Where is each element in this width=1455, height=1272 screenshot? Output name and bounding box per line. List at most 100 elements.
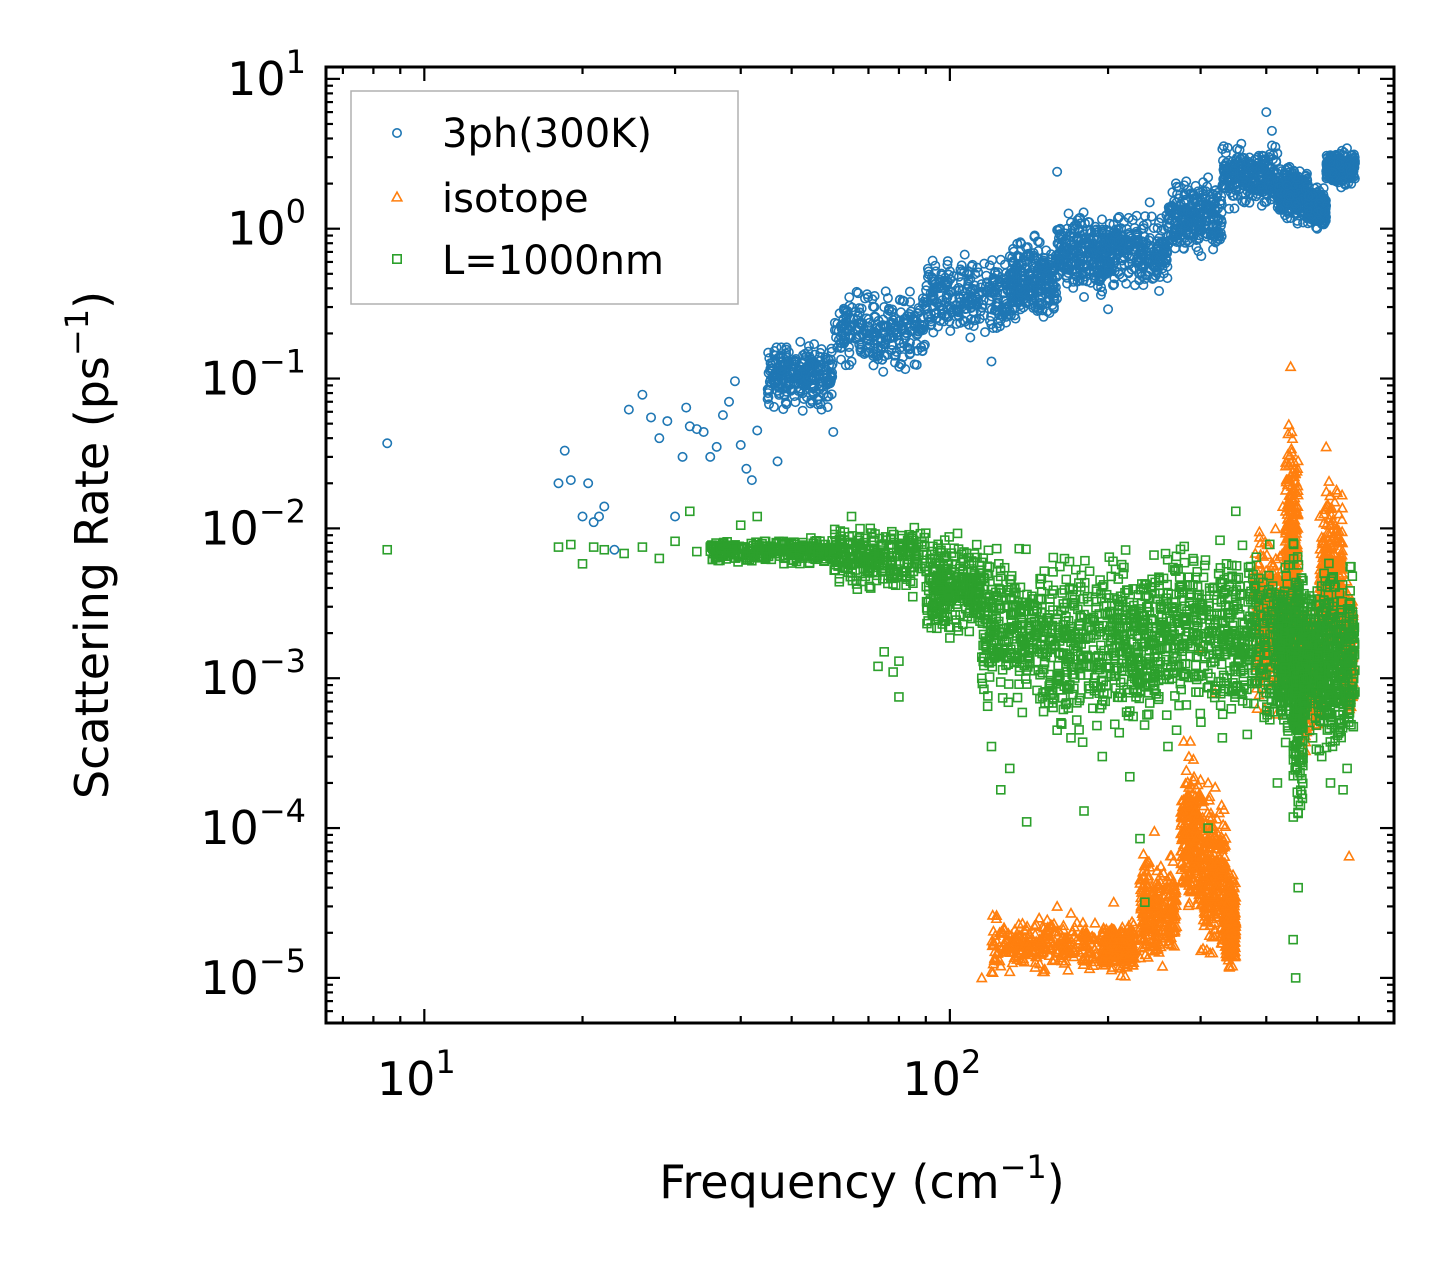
data-point (823, 378, 834, 389)
data-point (797, 405, 808, 416)
data-point (1204, 205, 1215, 216)
data-point (919, 339, 930, 350)
data-point (1104, 218, 1115, 229)
series-3ph(300K) (382, 107, 1360, 555)
data-point (1053, 225, 1064, 236)
data-point (941, 280, 952, 291)
data-point (1229, 180, 1240, 191)
data-point (854, 339, 865, 350)
data-point (980, 327, 991, 338)
data-point (1127, 214, 1138, 225)
data-point (1209, 185, 1220, 196)
data-point (1225, 179, 1236, 190)
data-point (1124, 236, 1135, 247)
data-point (1015, 304, 1026, 315)
data-point (925, 313, 936, 324)
data-point (954, 301, 965, 312)
data-point (1044, 288, 1055, 299)
data-point (898, 317, 909, 328)
data-point (1097, 272, 1108, 283)
data-point (882, 293, 893, 304)
data-point (1180, 219, 1191, 230)
data-point (1167, 187, 1178, 198)
data-point (763, 367, 774, 378)
data-point (864, 317, 875, 328)
data-point (988, 323, 999, 334)
data-point (1238, 169, 1249, 180)
data-point (965, 332, 976, 343)
data-point (778, 404, 789, 415)
data-point (764, 399, 775, 410)
data-point (824, 355, 835, 366)
data-point (1078, 207, 1089, 218)
data-point (780, 397, 791, 408)
data-point (1182, 217, 1193, 228)
data-point (1193, 221, 1204, 232)
data-point (771, 342, 782, 353)
data-point (937, 303, 948, 314)
data-point (1053, 253, 1064, 264)
data-point (826, 343, 837, 354)
data-point (927, 255, 938, 266)
data-point (763, 347, 774, 358)
data-point (1205, 194, 1216, 205)
data-point (1134, 255, 1145, 266)
data-point (970, 315, 981, 326)
data-point (1103, 236, 1114, 247)
data-point (1116, 261, 1127, 272)
data-point (1113, 213, 1124, 224)
data-point (945, 286, 956, 297)
data-point (838, 303, 849, 314)
data-point (960, 303, 971, 314)
data-point (1193, 246, 1204, 257)
data-point (1239, 197, 1250, 208)
data-point (1191, 235, 1202, 246)
data-point (901, 315, 912, 326)
data-point (1044, 307, 1055, 318)
data-point (1198, 202, 1209, 213)
data-point (973, 267, 984, 278)
data-point (954, 311, 965, 322)
data-point (1021, 242, 1032, 253)
data-point (959, 267, 970, 278)
data-point (1097, 214, 1108, 225)
data-point (1152, 236, 1163, 247)
data-point (806, 394, 817, 405)
data-point (1034, 298, 1045, 309)
data-point (1172, 207, 1183, 218)
data-point (1109, 229, 1120, 240)
data-point (953, 282, 964, 293)
data-point (1044, 274, 1055, 285)
data-point (1252, 152, 1263, 163)
data-point (1149, 272, 1160, 283)
data-point (1062, 263, 1073, 274)
data-point (821, 391, 832, 402)
data-point (965, 285, 976, 296)
data-point (1083, 248, 1094, 259)
data-point (1282, 213, 1293, 224)
data-point (1077, 255, 1088, 266)
data-point (881, 332, 892, 343)
data-point (1158, 268, 1169, 279)
data-point (829, 317, 840, 328)
data-point (1138, 248, 1149, 259)
data-point (896, 359, 907, 370)
data-point (988, 287, 999, 298)
data-point (1222, 142, 1233, 153)
data-point (1132, 232, 1143, 243)
data-point (814, 361, 825, 372)
data-point (770, 355, 781, 366)
data-point (1229, 203, 1240, 214)
data-point (1256, 175, 1267, 186)
data-point (1111, 227, 1122, 238)
data-point (1146, 211, 1157, 222)
data-point (1233, 151, 1244, 162)
data-point (1030, 277, 1041, 288)
data-point (779, 391, 790, 402)
data-point (1019, 270, 1030, 281)
data-point (1053, 259, 1064, 270)
data-point (1228, 165, 1239, 176)
data-point (991, 322, 1002, 333)
data-point (768, 401, 779, 412)
data-point (923, 311, 934, 322)
